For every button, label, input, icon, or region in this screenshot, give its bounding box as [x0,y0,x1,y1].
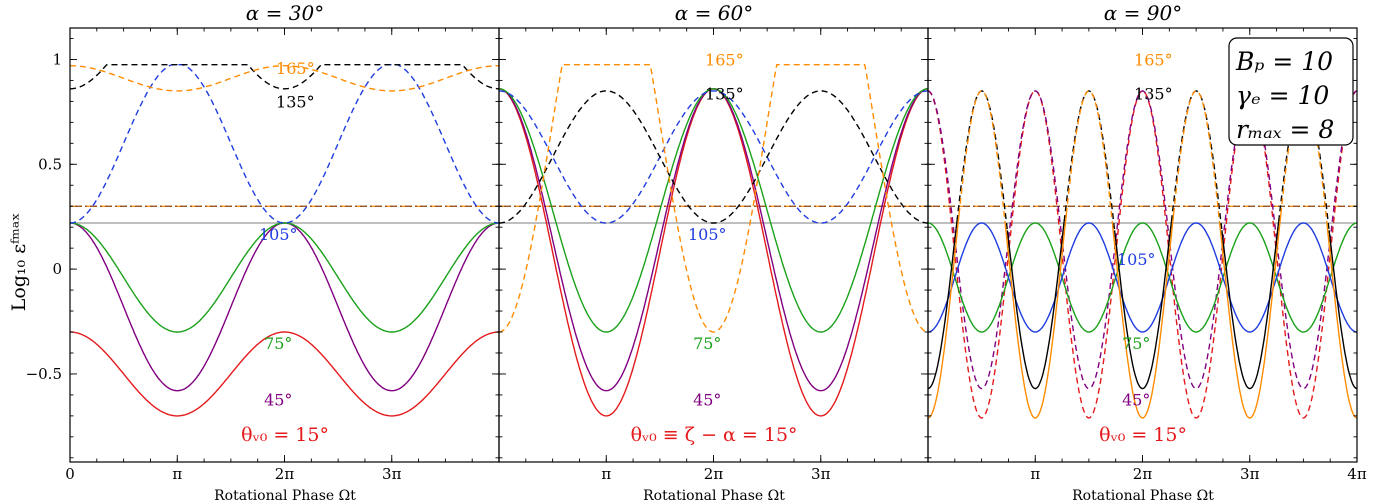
curve-label: 165° [276,59,315,78]
x-tick-label: π [1030,465,1040,483]
panel-title: α = 90° [1104,1,1182,25]
y-tick-label: 0.5 [38,155,62,173]
curve-label: 105° [688,225,727,244]
x-tick-label: 3π [811,465,831,483]
curve-theta-135 [499,90,928,224]
curve-theta-135 [1170,90,1223,231]
curve-theta-165 [1172,90,1221,224]
x-tick-label: 0 [65,465,75,483]
param-bp: Bₚ = 10 [1235,47,1333,76]
x-tick-label: π [601,465,611,483]
curve-label: 75° [1122,334,1150,353]
curve-theta-135 [1063,90,1116,231]
curve-theta-15 [928,90,1357,419]
parameter-box: Bₚ = 10 γₑ = 10 rₘₐₓ = 8 [1228,37,1354,146]
curve-label: 75° [264,334,292,353]
curve-theta-165 [1004,213,1068,419]
x-tick-label: 3π [382,465,402,483]
curve-label: 165° [1134,51,1173,70]
curve-theta-15 [70,331,499,417]
x-axis-label: Rotational Phase Ωt [214,488,356,504]
curve-theta-165 [70,65,499,92]
curve-theta-135 [1006,221,1065,390]
curve-theta-165 [1065,90,1114,224]
curve-theta-165 [928,213,960,419]
curve-label: θᵥ₀ ≡ ζ − α = 15° [631,424,798,446]
panel-title: α = 30° [246,1,324,25]
curve-label: 45° [1122,390,1150,409]
y-axis-label: Log₁₀ εᶠᵐᵃˣ [8,213,30,312]
panel-alpha-60: α = 60° Rotational Phase Ωt π 2π 3π 165° 135… [498,1,929,504]
curve-theta-165 [1219,213,1282,419]
curve-theta-165 [958,90,1006,224]
curve-label: θᵥ₀ = 15° [1099,424,1187,446]
curve-theta-135 [1221,221,1280,390]
plot-region [70,64,499,417]
curve-theta-135 [1113,221,1173,390]
curve-label: 45° [264,390,292,409]
param-gamma: γₑ = 10 [1236,81,1329,110]
panel-alpha-30: α = 30° Rotational Phase Ωt 0 π 2π 3π −0.5 0 0… [26,1,500,504]
x-axis-label: Rotational Phase Ωt [643,488,785,504]
curve-theta-105 [928,222,1357,333]
x-tick-label: 2π [704,465,724,483]
curve-label: 105° [259,225,298,244]
curve-label: 135° [705,84,744,103]
curve-label: θᵥ₀ = 15° [241,424,329,446]
y-tick-label: 1 [52,50,62,68]
plot-region [499,64,928,417]
y-tick-label: −0.5 [26,365,62,383]
y-tick-label: 0 [52,260,62,278]
x-tick-label: 2π [275,465,295,483]
curve-label: 135° [1134,84,1173,103]
curve-label: 165° [705,51,744,70]
curve-label: 75° [693,334,721,353]
x-axis-label: Rotational Phase Ωt [1072,488,1214,504]
curve-theta-165 [499,64,928,333]
curve-theta-135 [956,90,1009,231]
curve-theta-105 [70,64,499,224]
curve-theta-45 [928,90,1357,390]
parameter-box-frame [1228,37,1354,146]
x-tick-label: 3π [1240,465,1260,483]
curve-theta-135 [1328,230,1357,390]
panel-alpha-90: α = 90° Rotational Phase Ωt π 2π 3π 4π 165° 1… [927,1,1367,504]
x-tick-label: 4π [1347,465,1367,483]
curve-theta-165 [1111,213,1175,419]
plot-region [928,90,1357,419]
x-tick-label: π [172,465,182,483]
curve-theta-45 [70,222,499,392]
curve-theta-165 [1280,90,1328,224]
curve-theta-105 [499,90,928,224]
curve-theta-75 [499,88,928,333]
curve-label: 45° [693,390,721,409]
curve-theta-165 [1326,223,1357,419]
curve-theta-135 [70,64,499,90]
x-tick-label: 2π [1133,465,1153,483]
curve-theta-75 [928,222,1357,333]
curve-label: 105° [1117,250,1156,269]
curve-theta-135 [928,221,958,390]
panel-title: α = 60° [675,1,753,25]
curve-label: 135° [276,93,315,112]
param-rmax: rₘₐₓ = 8 [1236,115,1334,144]
curve-theta-75 [70,222,499,333]
